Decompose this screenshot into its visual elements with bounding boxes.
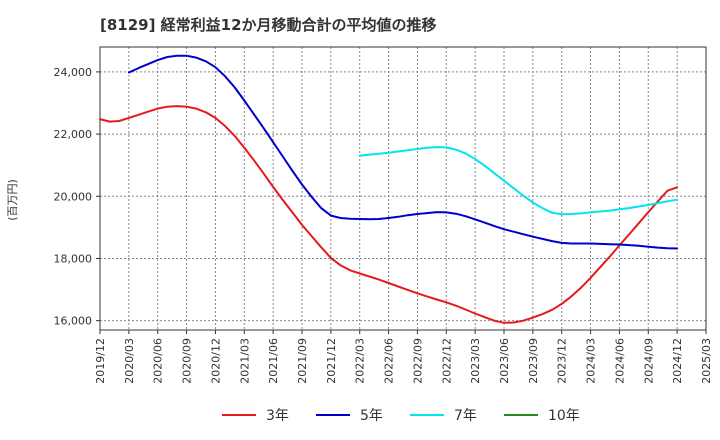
x-tick-label: 2020/03 bbox=[123, 338, 136, 384]
x-tick-label: 2022/06 bbox=[383, 338, 396, 384]
x-tick-label: 2023/12 bbox=[556, 338, 569, 384]
legend-label: 10年 bbox=[548, 408, 580, 424]
legend-label: 5年 bbox=[360, 408, 383, 424]
y-tick-label: 20,000 bbox=[54, 190, 93, 203]
x-tick-label: 2019/12 bbox=[94, 338, 107, 384]
x-tick-label: 2023/09 bbox=[527, 338, 540, 384]
x-tick-label: 2025/03 bbox=[700, 338, 713, 384]
plot-area-frame bbox=[99, 46, 707, 331]
legend-swatch bbox=[410, 414, 444, 416]
grid-lines bbox=[100, 47, 706, 330]
x-tick-label: 2022/12 bbox=[440, 338, 453, 384]
y-tick-label: 18,000 bbox=[54, 252, 93, 265]
legend-swatch bbox=[316, 414, 350, 416]
chart-title: [8129] 経常利益12か月移動合計の平均値の推移 bbox=[100, 16, 437, 34]
legend-label: 3年 bbox=[266, 408, 289, 424]
y-tick-label: 22,000 bbox=[54, 128, 93, 141]
legend-item: 7年 bbox=[410, 404, 477, 426]
x-tick-label: 2021/09 bbox=[296, 338, 309, 384]
x-tick-label: 2024/03 bbox=[585, 338, 598, 384]
legend-swatch bbox=[504, 414, 538, 416]
x-tick-label: 2022/09 bbox=[411, 338, 424, 384]
x-tick-label: 2020/09 bbox=[181, 338, 194, 384]
series-line-1 bbox=[127, 54, 679, 250]
legend-swatch bbox=[222, 414, 256, 416]
x-tick-label: 2024/12 bbox=[671, 338, 684, 384]
x-tick-label: 2024/09 bbox=[642, 338, 655, 384]
x-tick-label: 2021/03 bbox=[238, 338, 251, 384]
chart-legend: 3年 5年 7年 10年 bbox=[0, 404, 720, 428]
series-line-0 bbox=[99, 105, 679, 324]
x-tick-label: 2023/03 bbox=[469, 338, 482, 384]
x-tick-label: 2023/06 bbox=[498, 338, 511, 384]
legend-label: 7年 bbox=[454, 408, 477, 424]
y-tick-label: 24,000 bbox=[54, 66, 93, 79]
x-tick-label: 2024/06 bbox=[613, 338, 626, 384]
x-tick-label: 2021/12 bbox=[325, 338, 338, 384]
legend-item: 3年 bbox=[222, 404, 289, 426]
axis-ticks: 2019/12 2020/03 2020/06 2020/09 2020/12 2021/… bbox=[54, 66, 714, 384]
y-axis-label: (百万円) bbox=[6, 179, 19, 221]
legend-item: 10年 bbox=[504, 404, 580, 426]
x-tick-label: 2022/03 bbox=[354, 338, 367, 384]
series-lines bbox=[99, 54, 679, 324]
x-tick-label: 2020/06 bbox=[152, 338, 165, 384]
legend-item: 5年 bbox=[316, 404, 383, 426]
x-tick-label: 2020/12 bbox=[209, 338, 222, 384]
y-tick-label: 16,000 bbox=[54, 315, 93, 328]
series-line-2 bbox=[358, 146, 679, 216]
x-tick-label: 2021/06 bbox=[267, 338, 280, 384]
